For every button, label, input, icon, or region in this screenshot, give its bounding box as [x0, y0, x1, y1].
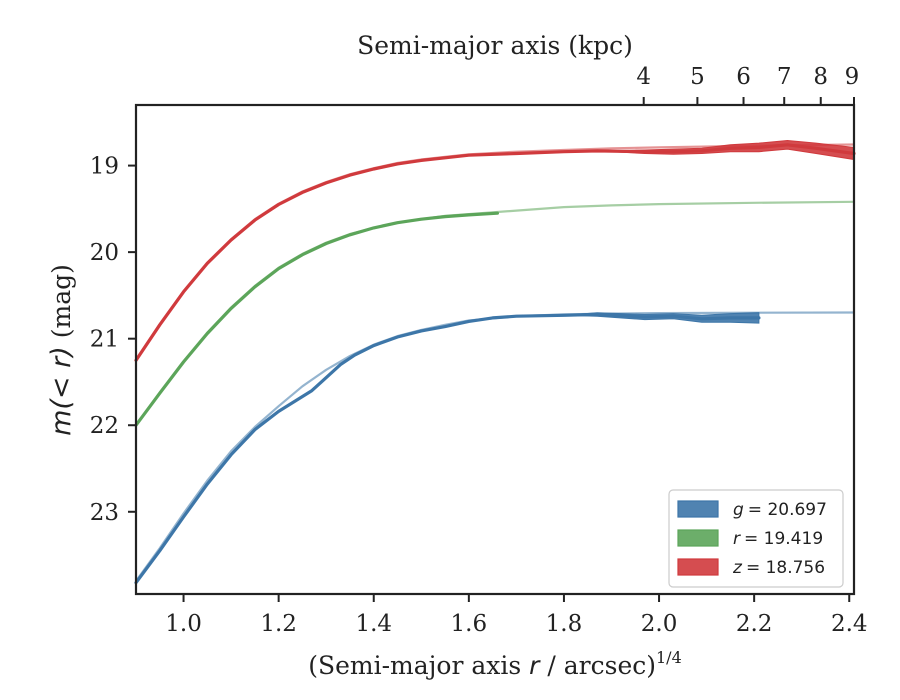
y-tick-label: 21 — [90, 327, 119, 353]
x-tick-label: 1.2 — [260, 611, 297, 637]
x-tick-label: 1.0 — [165, 611, 202, 637]
series-z-data-curve — [134, 143, 856, 362]
legend-label-r: r = 19.419 — [733, 529, 823, 549]
legend-label-g-value: = 20.697 — [748, 500, 827, 520]
top-x-axis-title: Semi-major axis (kpc) — [357, 31, 633, 60]
legend-label-g: g = 20.697 — [733, 500, 827, 520]
x-tick-label: 2.4 — [831, 611, 868, 637]
top-tick-label: 4 — [636, 64, 651, 90]
y-tick-label: 19 — [90, 154, 119, 180]
y-tick-label: 22 — [90, 413, 119, 439]
top-tick-label: 8 — [813, 64, 828, 90]
y-axis-title-var: m(< r) — [46, 346, 77, 436]
y-tick-label: 23 — [90, 500, 119, 526]
y-tick-label: 20 — [90, 240, 119, 266]
x-tick-label: 2.0 — [641, 611, 678, 637]
series-z-data-band — [135, 139, 855, 361]
legend-label-z-value: = 18.756 — [746, 558, 825, 578]
legend-swatch-z — [677, 558, 719, 576]
x-tick-label: 1.6 — [451, 611, 488, 637]
legend-label-r-value: = 19.419 — [744, 529, 823, 549]
x-axis-title-pre: (Semi-major axis — [308, 651, 529, 680]
legend-label-g-var: g — [733, 500, 744, 520]
x-tick-label: 1.8 — [546, 611, 583, 637]
series-layer — [134, 139, 856, 585]
legend-label-z-var: z — [732, 558, 743, 578]
legend-swatch-r — [677, 529, 719, 547]
ticks-layer: 1.0 1.2 1.4 1.6 1.8 2.0 2.2 2.4 19 20 21 22 23 4 5 6 7 8 9 — [90, 64, 868, 637]
x-axis-title-exponent: 1/4 — [656, 648, 682, 667]
series-z-model-curve — [135, 143, 855, 361]
y-axis-title-unit: (mag) — [47, 264, 76, 338]
x-axis-title: (Semi-major axis r / arcsec)1/4 — [308, 648, 682, 680]
y-axis-title: m(< r) (mag) — [46, 264, 77, 436]
legend-swatch-g — [677, 500, 719, 518]
x-tick-label: 2.2 — [736, 611, 773, 637]
top-tick-label: 6 — [736, 64, 751, 90]
top-tick-label: 9 — [845, 64, 860, 90]
legend-label-z: z = 18.756 — [732, 558, 825, 578]
series-g-data-curve — [134, 312, 761, 585]
top-tick-label: 7 — [777, 64, 792, 90]
plot-frame — [134, 103, 856, 596]
top-tick-label: 5 — [690, 64, 705, 90]
legend-label-r-var: r — [733, 529, 741, 549]
series-r-data-curve — [134, 211, 499, 427]
x-axis-title-post: / arcsec) — [539, 651, 656, 680]
series-g-data-band — [135, 312, 760, 583]
x-tick-label: 1.4 — [355, 611, 392, 637]
x-axis-title-var: r — [529, 651, 541, 680]
